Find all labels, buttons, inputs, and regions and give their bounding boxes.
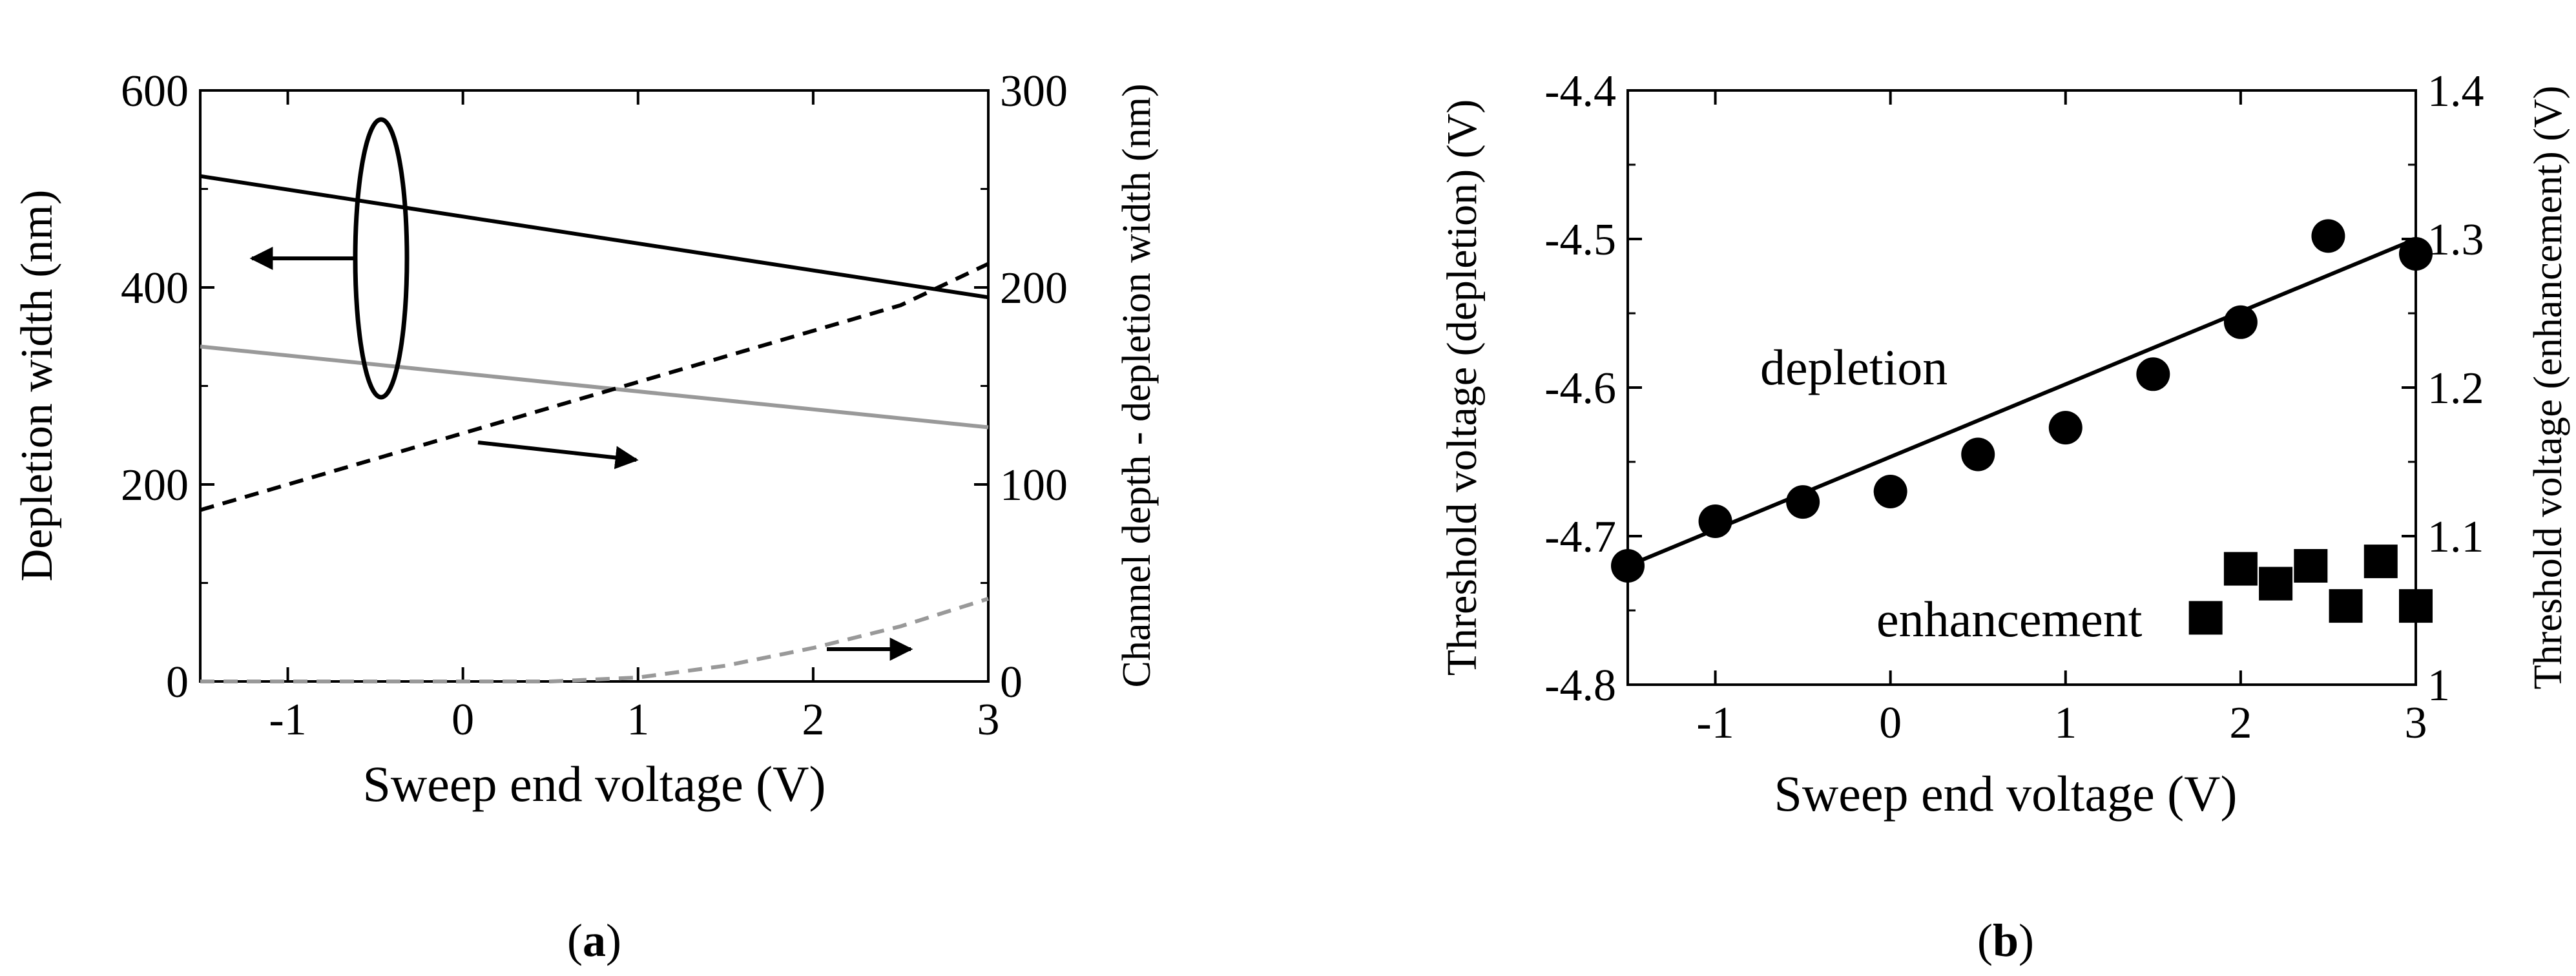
panel-b: depletion enhancement -1 0 1 2 3 -4.8-4.7-4.… (1439, 67, 2570, 966)
data-point-depletion (2048, 411, 2083, 445)
series-line-0 (200, 174, 989, 300)
y2-tick-label: 100 (1000, 461, 1068, 510)
y2-tick-label: 300 (1000, 67, 1068, 116)
y-tick-label: 0 (166, 658, 189, 707)
panel-b-y-tick-labels: -4.8 -4.7 -4.6 -4.5 -4.4 (1544, 67, 1616, 711)
data-point-enhancement (2294, 549, 2328, 583)
y2-tick-label: 1.4 (2427, 67, 2484, 116)
panel-a-y-axis-label: Depletion width (nm) (12, 190, 62, 582)
panel-b-label: b (1993, 915, 2019, 966)
data-point-depletion (1698, 504, 1732, 538)
x-tick-label: 1 (2054, 698, 2077, 748)
panel-b-y2-axis-label: Threshold voltage (enhancement) (V) (2526, 86, 2570, 690)
panel-b-ticks (1628, 89, 2417, 686)
data-point-enhancement (2259, 566, 2293, 601)
series-line-2 (200, 262, 990, 512)
y2-tick-label: 200 (1000, 264, 1068, 313)
data-point-enhancement (2188, 601, 2223, 635)
series-line-3 (200, 597, 989, 683)
x-tick-label: 0 (1879, 698, 1902, 748)
panel-b-caption: (b) (1977, 915, 2034, 966)
panel-b-x-axis-label: Sweep end voltage (V) (1774, 765, 2238, 822)
y2-tick-label: 0 (1000, 658, 1023, 707)
panel-b-series (1611, 219, 2433, 635)
panel-b-x-tick-labels: -1 0 1 2 3 (1696, 698, 2427, 748)
x-tick-label: 3 (977, 695, 1000, 745)
panel-a-y-tick-labels: 0 200 400 600 (121, 67, 189, 707)
panel-a-y2-tick-labels: 0 100 200 300 (1000, 67, 1068, 707)
series-line-1 (200, 344, 989, 430)
panel-b-annotation-depletion: depletion (1760, 339, 1948, 395)
x-tick-label: 1 (627, 695, 649, 745)
panel-b-annotation-enhancement: enhancement (1876, 591, 2143, 647)
panel-a-caption: (a) (567, 915, 621, 966)
panel-a-ticks (200, 89, 990, 683)
panel-b-y2-tick-labels: 1 1.1 1.2 1.3 1.4 (2427, 67, 2484, 711)
y-tick-label: -4.6 (1544, 364, 1616, 413)
data-point-enhancement (2329, 589, 2363, 623)
y-tick-label: 200 (121, 461, 189, 510)
data-point-depletion (2136, 357, 2170, 391)
data-point-enhancement (2399, 589, 2433, 623)
y2-tick-label: 1 (2427, 661, 2450, 711)
data-point-depletion (1873, 475, 1907, 508)
y2-tick-label: 1.1 (2427, 512, 2484, 562)
x-tick-label: 2 (802, 695, 824, 745)
data-point-enhancement (2363, 545, 2398, 579)
data-point-depletion (1961, 437, 1995, 472)
panel-b-y-axis-label: Threshold voltage (depletion) (V) (1439, 99, 1486, 676)
y-tick-label: -4.5 (1544, 215, 1616, 265)
y2-tick-label: 1.2 (2427, 364, 2484, 413)
data-point-enhancement (2223, 552, 2258, 586)
panel-a-y2-axis-label: Channel depth - depletion width (nm) (1115, 84, 1159, 688)
y-tick-label: -4.7 (1544, 512, 1616, 562)
x-tick-label: 2 (2229, 698, 2252, 748)
data-point-depletion (2311, 219, 2345, 253)
x-tick-label: -1 (1696, 698, 1734, 748)
y-tick-label: -4.4 (1544, 67, 1616, 116)
data-point-depletion (1786, 485, 1820, 519)
panel-a-x-axis-label: Sweep end voltage (V) (363, 756, 826, 812)
panel-a-arrow-right-black (477, 441, 639, 470)
x-tick-label: 0 (452, 695, 474, 745)
y-tick-label: -4.8 (1544, 661, 1616, 711)
x-tick-label: 3 (2405, 698, 2427, 748)
series-line-1 (1626, 237, 2417, 568)
x-tick-label: -1 (269, 695, 306, 745)
panel-a: -1 0 1 2 3 0 200 400 600 0 100 200 300 Sweep end v… (12, 67, 1159, 966)
data-point-depletion (2399, 237, 2433, 271)
panel-a-ellipse-annotation (353, 117, 410, 400)
y2-tick-label: 1.3 (2427, 215, 2484, 265)
y-tick-label: 400 (121, 264, 189, 313)
panel-a-x-tick-labels: -1 0 1 2 3 (269, 695, 999, 745)
y-tick-label: 600 (121, 67, 189, 116)
panel-a-series (200, 174, 990, 683)
panel-a-label: a (583, 915, 606, 966)
